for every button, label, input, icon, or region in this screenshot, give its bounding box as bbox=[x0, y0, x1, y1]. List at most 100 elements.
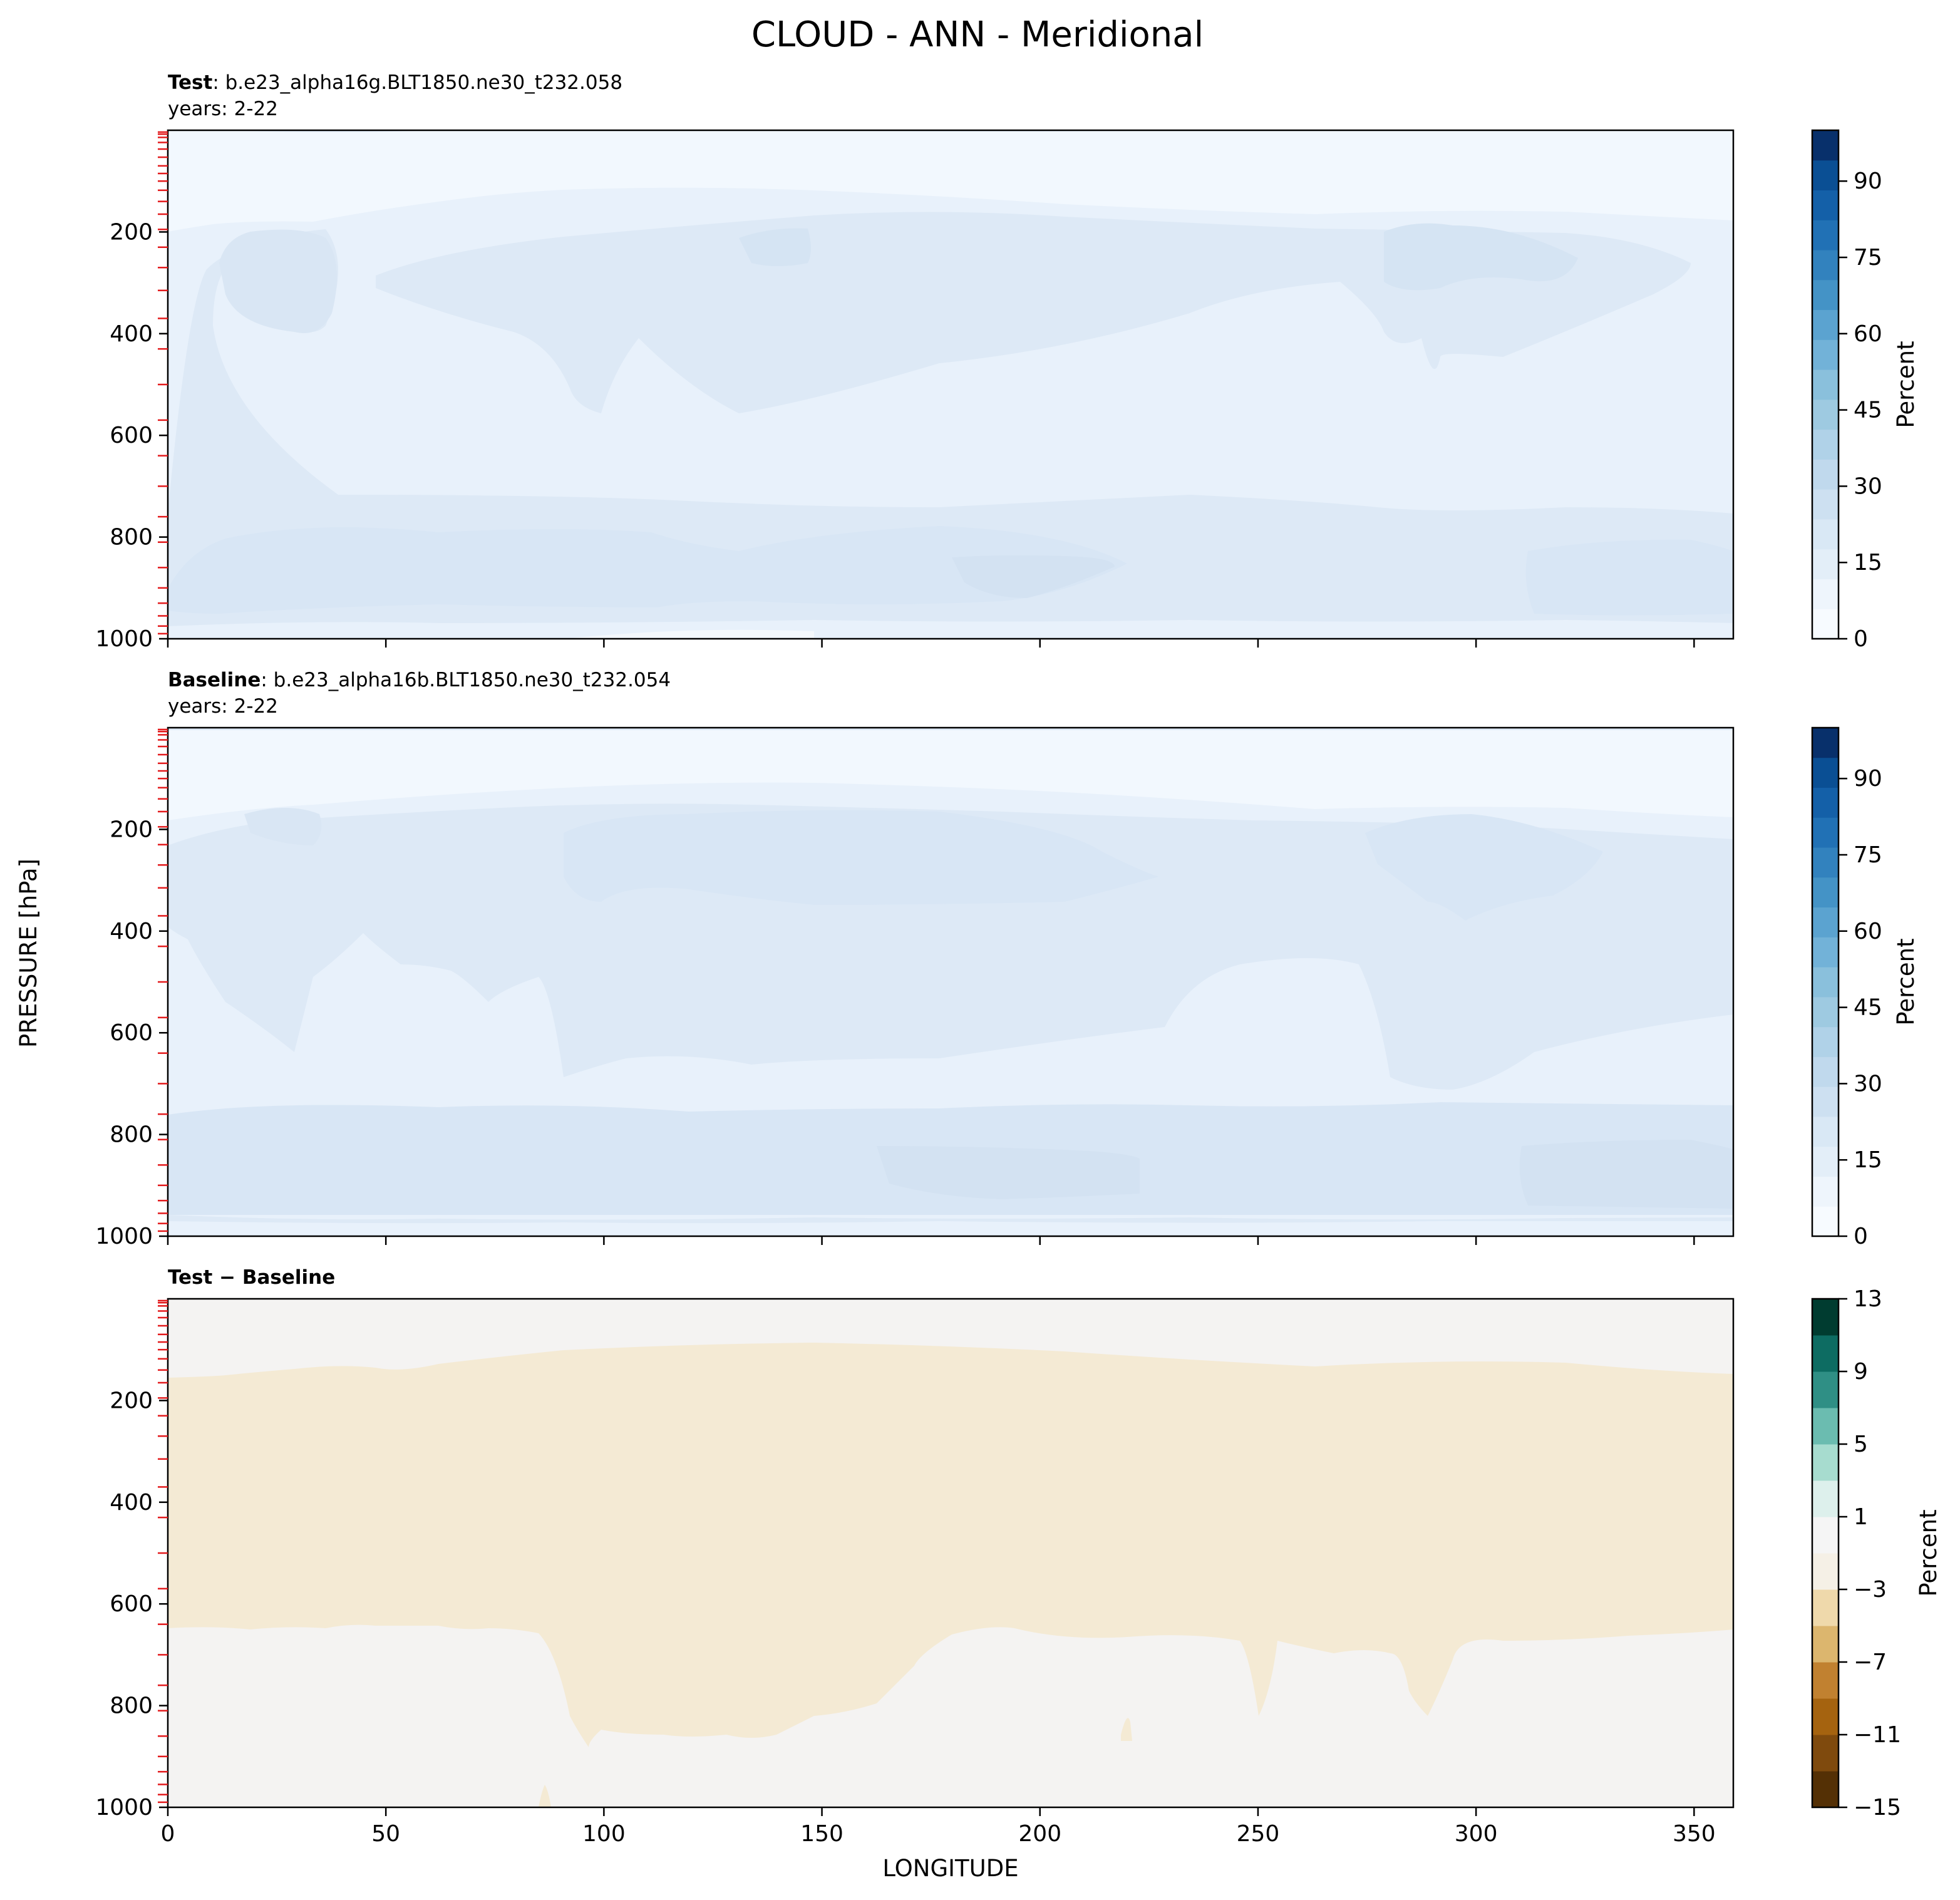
colorbar-band bbox=[1812, 160, 1839, 191]
colorbar-tick-label: −11 bbox=[1854, 1722, 1901, 1748]
colorbar-band bbox=[1812, 1026, 1839, 1057]
colorbar-tick-label: 15 bbox=[1854, 550, 1882, 576]
y-tick-label: 400 bbox=[110, 1490, 153, 1515]
x-tick-label: 150 bbox=[800, 1821, 843, 1847]
panel-test-contours bbox=[168, 130, 1733, 639]
colorbar-tick-label: −15 bbox=[1854, 1795, 1901, 1820]
colorbar-test: 0 15 30 45 60 75 90 Percent bbox=[1811, 129, 1919, 652]
colorbar-band bbox=[1812, 817, 1839, 848]
panel-diff-ticks: 0 50 100 150 200 250 300 350 200 400 600 800 1000 bbox=[95, 1299, 1716, 1847]
colorbar-band bbox=[1812, 369, 1839, 400]
colorbar-band bbox=[1812, 279, 1839, 311]
panel-test: Test: b.e23_alpha16g.BLT1850.ne30_t232.0… bbox=[95, 71, 1735, 652]
colorbar-band bbox=[1812, 399, 1839, 430]
colorbar-tick-label: 60 bbox=[1854, 919, 1882, 944]
colorbar-band bbox=[1812, 519, 1839, 550]
x-tick-label: 350 bbox=[1673, 1821, 1716, 1847]
colorbar-tick-label: 5 bbox=[1854, 1432, 1868, 1457]
colorbar-tick-label: 90 bbox=[1854, 766, 1882, 792]
colorbar-band bbox=[1812, 250, 1839, 281]
y-tick-label: 1000 bbox=[95, 1795, 153, 1820]
colorbar-band bbox=[1812, 1335, 1839, 1372]
colorbar-band bbox=[1812, 220, 1839, 250]
colorbar-tick-label: 60 bbox=[1854, 321, 1882, 347]
x-tick-label: 200 bbox=[1018, 1821, 1061, 1847]
y-tick-label: 400 bbox=[110, 919, 153, 944]
y-tick-label: 400 bbox=[110, 321, 153, 347]
colorbar-band bbox=[1812, 309, 1839, 340]
y-tick-label: 600 bbox=[110, 423, 153, 448]
colorbar-band bbox=[1812, 1176, 1839, 1207]
colorbar-band bbox=[1812, 967, 1839, 998]
colorbar-band bbox=[1812, 429, 1839, 460]
colorbar-test-label: Percent bbox=[1892, 341, 1919, 428]
colorbar-band bbox=[1812, 489, 1839, 520]
panel-diff: Test − Baseline 0 50 100 150 200 250 300 350 200… bbox=[95, 1266, 1735, 1847]
colorbar-band bbox=[1812, 787, 1839, 818]
colorbar-tick-label: 0 bbox=[1854, 1224, 1868, 1249]
colorbar-baseline: 0 15 30 45 60 75 90 Percent bbox=[1811, 726, 1919, 1249]
colorbar-band bbox=[1812, 1735, 1839, 1772]
panel-baseline: Baseline: b.e23_alpha16b.BLT1850.ne30_t2… bbox=[95, 669, 1735, 1249]
y-tick-label: 1000 bbox=[95, 626, 153, 652]
panel-test-ticks: 200 400 600 800 1000 bbox=[95, 131, 1695, 652]
colorbar-band bbox=[1812, 190, 1839, 220]
colorbar-tick-label: 9 bbox=[1854, 1359, 1868, 1385]
colorbar-tick-label: 75 bbox=[1854, 245, 1882, 271]
colorbar-tick-label: 30 bbox=[1854, 473, 1882, 499]
panel-baseline-contours bbox=[168, 728, 1733, 1236]
panel-baseline-years: years: 2-22 bbox=[168, 695, 278, 718]
colorbar-band bbox=[1812, 1087, 1839, 1117]
colorbar-tick-label: 75 bbox=[1854, 842, 1882, 868]
y-tick-label: 200 bbox=[110, 1388, 153, 1413]
panel-test-years: years: 2-22 bbox=[168, 98, 278, 120]
x-tick-label: 50 bbox=[371, 1821, 400, 1847]
colorbar-tick-label: 15 bbox=[1854, 1147, 1882, 1173]
figure-title: CLOUD - ANN - Meridional bbox=[751, 14, 1204, 55]
colorbar-band bbox=[1812, 907, 1839, 937]
colorbar-band bbox=[1812, 1299, 1839, 1336]
colorbar-band bbox=[1812, 1517, 1839, 1554]
colorbar-band bbox=[1812, 130, 1839, 161]
colorbar-band bbox=[1812, 1771, 1839, 1808]
panel-baseline-title: Baseline: b.e23_alpha16b.BLT1850.ne30_t2… bbox=[168, 669, 671, 691]
panel-baseline-ticks: 200 400 600 800 1000 bbox=[95, 728, 1695, 1249]
colorbar-band bbox=[1812, 549, 1839, 579]
colorbar-tick-label: 45 bbox=[1854, 398, 1882, 423]
y-tick-label: 600 bbox=[110, 1020, 153, 1046]
y-tick-label: 800 bbox=[110, 1693, 153, 1719]
colorbar-band bbox=[1812, 609, 1839, 639]
colorbar-tick-label: −7 bbox=[1854, 1650, 1887, 1675]
colorbar-band bbox=[1812, 937, 1839, 968]
colorbar-band bbox=[1812, 1371, 1839, 1408]
panel-diff-contours bbox=[168, 1299, 1733, 1807]
colorbar-band bbox=[1812, 996, 1839, 1028]
y-tick-label: 600 bbox=[110, 1591, 153, 1617]
colorbar-band bbox=[1812, 847, 1839, 878]
colorbar-band bbox=[1812, 1056, 1839, 1087]
y-tick-label: 1000 bbox=[95, 1224, 153, 1249]
x-tick-label: 0 bbox=[161, 1821, 175, 1847]
x-tick-label: 300 bbox=[1455, 1821, 1498, 1847]
colorbar-tick-label: 90 bbox=[1854, 168, 1882, 194]
x-tick-label: 250 bbox=[1237, 1821, 1280, 1847]
y-tick-label: 200 bbox=[110, 219, 153, 245]
panel-diff-title: Test − Baseline bbox=[168, 1266, 335, 1289]
colorbar-band bbox=[1812, 877, 1839, 908]
colorbar-baseline-label: Percent bbox=[1892, 938, 1919, 1025]
x-axis-label: LONGITUDE bbox=[882, 1855, 1018, 1882]
colorbar-tick-label: 45 bbox=[1854, 995, 1882, 1021]
colorbar-band bbox=[1812, 728, 1839, 758]
colorbar-band bbox=[1812, 1589, 1839, 1626]
colorbar-band bbox=[1812, 1662, 1839, 1699]
colorbar-band bbox=[1812, 459, 1839, 490]
colorbar-band bbox=[1812, 579, 1839, 609]
colorbar-tick-label: 0 bbox=[1854, 626, 1868, 652]
colorbar-band bbox=[1812, 1553, 1839, 1590]
colorbar-band bbox=[1812, 1698, 1839, 1735]
colorbar-band bbox=[1812, 1116, 1839, 1147]
y-tick-label: 800 bbox=[110, 525, 153, 550]
colorbar-band bbox=[1812, 1146, 1839, 1177]
colorbar-diff-label: Percent bbox=[1915, 1509, 1942, 1596]
